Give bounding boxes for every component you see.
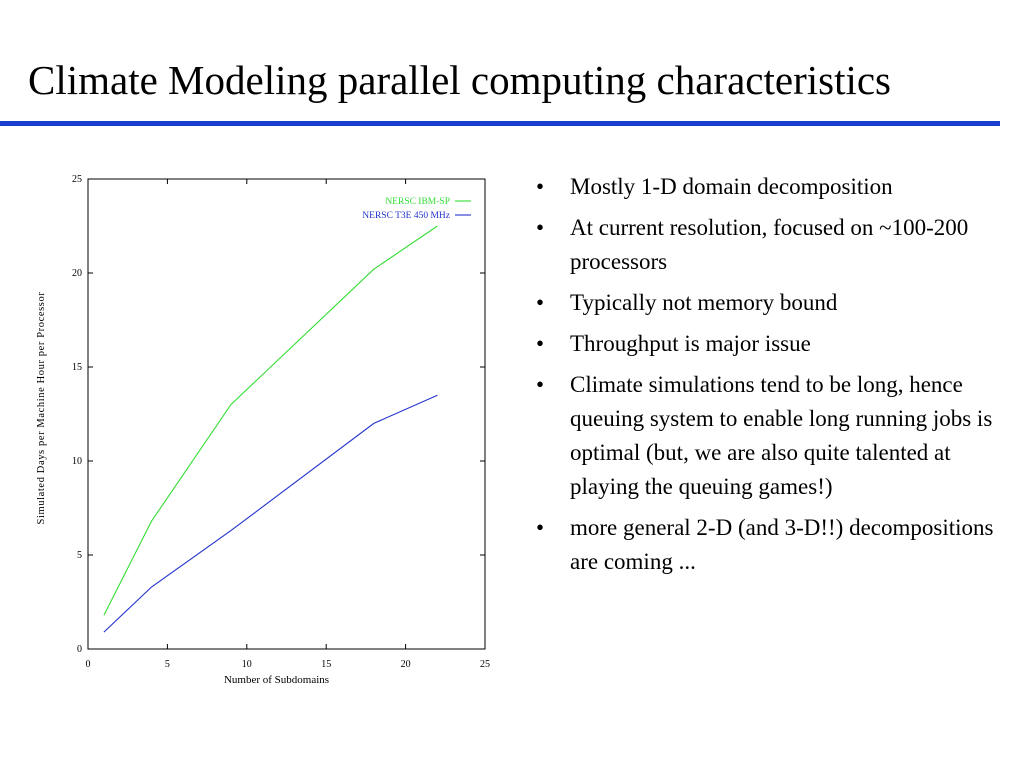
- bullet-text: At current resolution, focused on ~100-2…: [570, 215, 969, 274]
- legend-label: NERSC IBM-SP: [385, 197, 450, 207]
- bullet-text: Typically not memory bound: [570, 290, 838, 315]
- series-line-1: [103, 394, 438, 633]
- bullet-text: Throughput is major issue: [570, 331, 811, 356]
- bullet-text: Climate simulations tend to be long, hen…: [570, 372, 993, 499]
- series-line-0: [103, 225, 438, 616]
- y-tick-label: 0: [77, 644, 82, 655]
- x-tick-label: 10: [242, 659, 252, 670]
- bullet-item: • more general 2-D (and 3-D!!) decomposit…: [532, 511, 1002, 579]
- y-tick-label: 25: [72, 174, 82, 185]
- bullet-item: • Throughput is major issue: [532, 327, 1002, 361]
- bullet-text: more general 2-D (and 3-D!!) decompositi…: [570, 515, 994, 574]
- bullet-item: • Climate simulations tend to be long, he…: [532, 368, 1002, 504]
- bullet-dot-icon: •: [536, 215, 545, 240]
- bullet-dot-icon: •: [536, 290, 545, 315]
- x-tick-label: 20: [401, 659, 411, 670]
- chart-legend: NERSC IBM-SP NERSC T3E 450 MHz: [362, 197, 471, 221]
- bullet-item: • Typically not memory bound: [532, 286, 1002, 320]
- bullet-item: • At current resolution, focused on ~100-…: [532, 211, 1002, 279]
- x-tick-label: 5: [165, 659, 170, 670]
- line-chart: 0 5 10 15 20 25 0 5 10 15 20 25 NERSC IBM-SP NERSC T…: [36, 174, 490, 686]
- title-rule: [0, 121, 1000, 126]
- bullet-dot-icon: •: [536, 372, 545, 397]
- plot-frame: [87, 178, 486, 650]
- plot-border: [87, 178, 486, 650]
- y-tick-label: 15: [72, 362, 82, 373]
- bullet-dot-icon: •: [536, 515, 545, 540]
- slide-title: Climate Modeling parallel computing char…: [28, 57, 892, 103]
- x-tick-label: 0: [86, 659, 91, 670]
- bullet-dot-icon: •: [536, 331, 545, 356]
- x-axis-label: Number of Subdomains: [224, 674, 329, 686]
- x-tick-label: 15: [321, 659, 331, 670]
- bullet-item: • Mostly 1-D domain decomposition: [532, 170, 1002, 204]
- y-tick-label: 20: [72, 268, 82, 279]
- bullet-text: Mostly 1-D domain decomposition: [570, 174, 893, 199]
- chart-series-group: [103, 225, 438, 633]
- y-tick-label: 10: [72, 456, 82, 467]
- bullet-list: • Mostly 1-D domain decomposition • At curr…: [532, 170, 1002, 586]
- x-tick-label: 25: [480, 659, 490, 670]
- bullet-dot-icon: •: [536, 174, 545, 199]
- y-axis-label: Simulated Days per Machine Hour per Proc…: [36, 292, 47, 525]
- y-tick-label: 5: [77, 550, 82, 561]
- axis-ticks: 0 5 10 15 20 25 0 5 10 15 20 25: [72, 174, 490, 670]
- legend-label: NERSC T3E 450 MHz: [362, 211, 450, 221]
